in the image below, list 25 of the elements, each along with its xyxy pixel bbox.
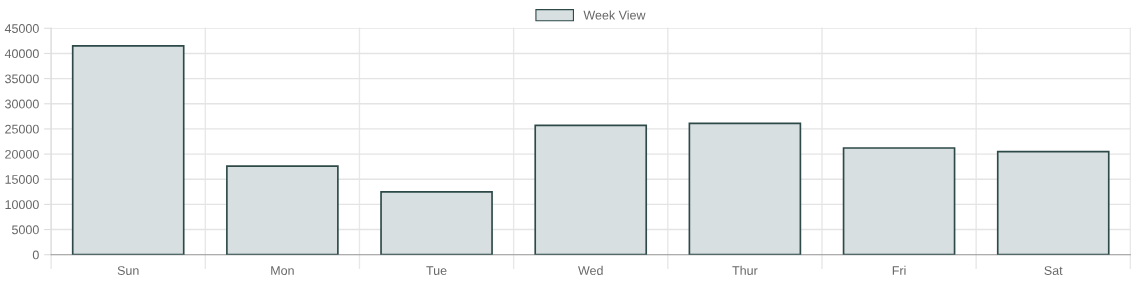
x-tick-label: Mon	[271, 266, 294, 275]
y-tick-label: 40000	[4, 49, 39, 59]
y-tick-label: 20000	[5, 149, 39, 159]
bar	[71, 45, 185, 255]
x-tick-label: Wed	[578, 265, 603, 275]
x-tick-label: Fri	[892, 265, 906, 275]
bar	[380, 190, 493, 255]
y-tick-label: 0	[32, 250, 39, 260]
y-tick-label: 10000	[5, 200, 39, 210]
y-tick-label: 35000	[5, 74, 39, 84]
x-tick-label: Sun	[117, 266, 139, 275]
y-tick-label: 5000	[12, 225, 39, 235]
bar	[688, 122, 802, 255]
bar	[534, 124, 648, 255]
legend-label: Week View	[583, 10, 646, 20]
bar	[996, 150, 1110, 255]
y-tick-label: 45000	[4, 24, 39, 33]
y-tick-label: 30000	[5, 99, 39, 109]
y-tick-label: 15000	[5, 175, 39, 184]
bar	[226, 165, 339, 255]
x-tick-label: Tue	[426, 266, 447, 275]
bar	[842, 147, 956, 255]
x-tick-label: Sat	[1044, 266, 1063, 275]
x-tick-label: Thur	[732, 265, 758, 275]
y-tick-label: 25000	[5, 124, 39, 134]
